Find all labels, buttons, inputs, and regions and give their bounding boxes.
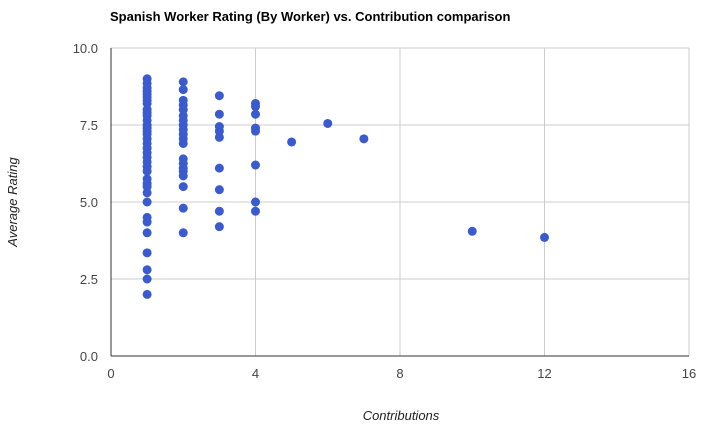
data-point[interactable] <box>142 289 152 299</box>
y-tick-label: 5.0 <box>80 195 98 210</box>
x-tick-label: 12 <box>537 366 551 381</box>
data-point[interactable] <box>142 217 152 227</box>
data-point[interactable] <box>214 163 224 173</box>
chart-title: Spanish Worker Rating (By Worker) vs. Co… <box>110 9 511 24</box>
y-tick-label: 0.0 <box>80 349 98 364</box>
data-point[interactable] <box>142 228 152 238</box>
x-tick-label: 8 <box>396 366 403 381</box>
data-point[interactable] <box>359 134 369 144</box>
data-point[interactable] <box>214 185 224 195</box>
data-point[interactable] <box>178 203 188 213</box>
data-point[interactable] <box>178 85 188 95</box>
data-point[interactable] <box>142 274 152 284</box>
data-point[interactable] <box>178 228 188 238</box>
data-point[interactable] <box>142 188 152 198</box>
grid-lines <box>111 47 690 356</box>
data-point[interactable] <box>178 171 188 181</box>
data-point[interactable] <box>142 166 152 176</box>
data-point[interactable] <box>540 232 549 242</box>
data-point[interactable] <box>178 138 188 148</box>
data-point[interactable] <box>214 126 224 136</box>
data-point[interactable] <box>178 182 188 192</box>
y-tick-label: 7.5 <box>80 118 98 133</box>
data-point[interactable] <box>251 206 260 216</box>
data-point[interactable] <box>214 109 224 119</box>
y-tick-label: 10.0 <box>73 41 98 56</box>
data-point[interactable] <box>467 226 477 236</box>
data-point[interactable] <box>142 248 152 258</box>
y-tick-label: 2.5 <box>80 272 98 287</box>
data-point[interactable] <box>251 102 260 112</box>
y-axis-title: Average Rating <box>5 157 20 248</box>
data-point[interactable] <box>323 118 333 128</box>
data-point[interactable] <box>178 77 188 87</box>
data-point[interactable] <box>142 182 152 192</box>
x-tick-label: 4 <box>252 366 259 381</box>
data-point[interactable] <box>214 91 224 101</box>
data-point[interactable] <box>287 137 297 147</box>
data-point[interactable] <box>178 105 188 115</box>
data-point[interactable] <box>214 222 224 232</box>
axes <box>110 48 689 357</box>
data-point[interactable] <box>142 197 152 207</box>
x-tick-label: 0 <box>107 366 114 381</box>
tick-labels: 0.0 2.5 5.0 7.5 10.0 0 4 8 12 16 <box>73 41 697 381</box>
data-point[interactable] <box>142 98 152 108</box>
data-point[interactable] <box>142 265 152 275</box>
data-point[interactable] <box>251 160 260 170</box>
data-point[interactable] <box>251 126 260 136</box>
data-point[interactable] <box>251 197 260 207</box>
data-point[interactable] <box>214 132 224 142</box>
x-axis-title: Contributions <box>363 408 440 423</box>
data-point[interactable] <box>214 206 224 216</box>
data-point[interactable] <box>251 109 260 119</box>
x-tick-label: 16 <box>682 366 696 381</box>
data-points <box>142 74 549 299</box>
